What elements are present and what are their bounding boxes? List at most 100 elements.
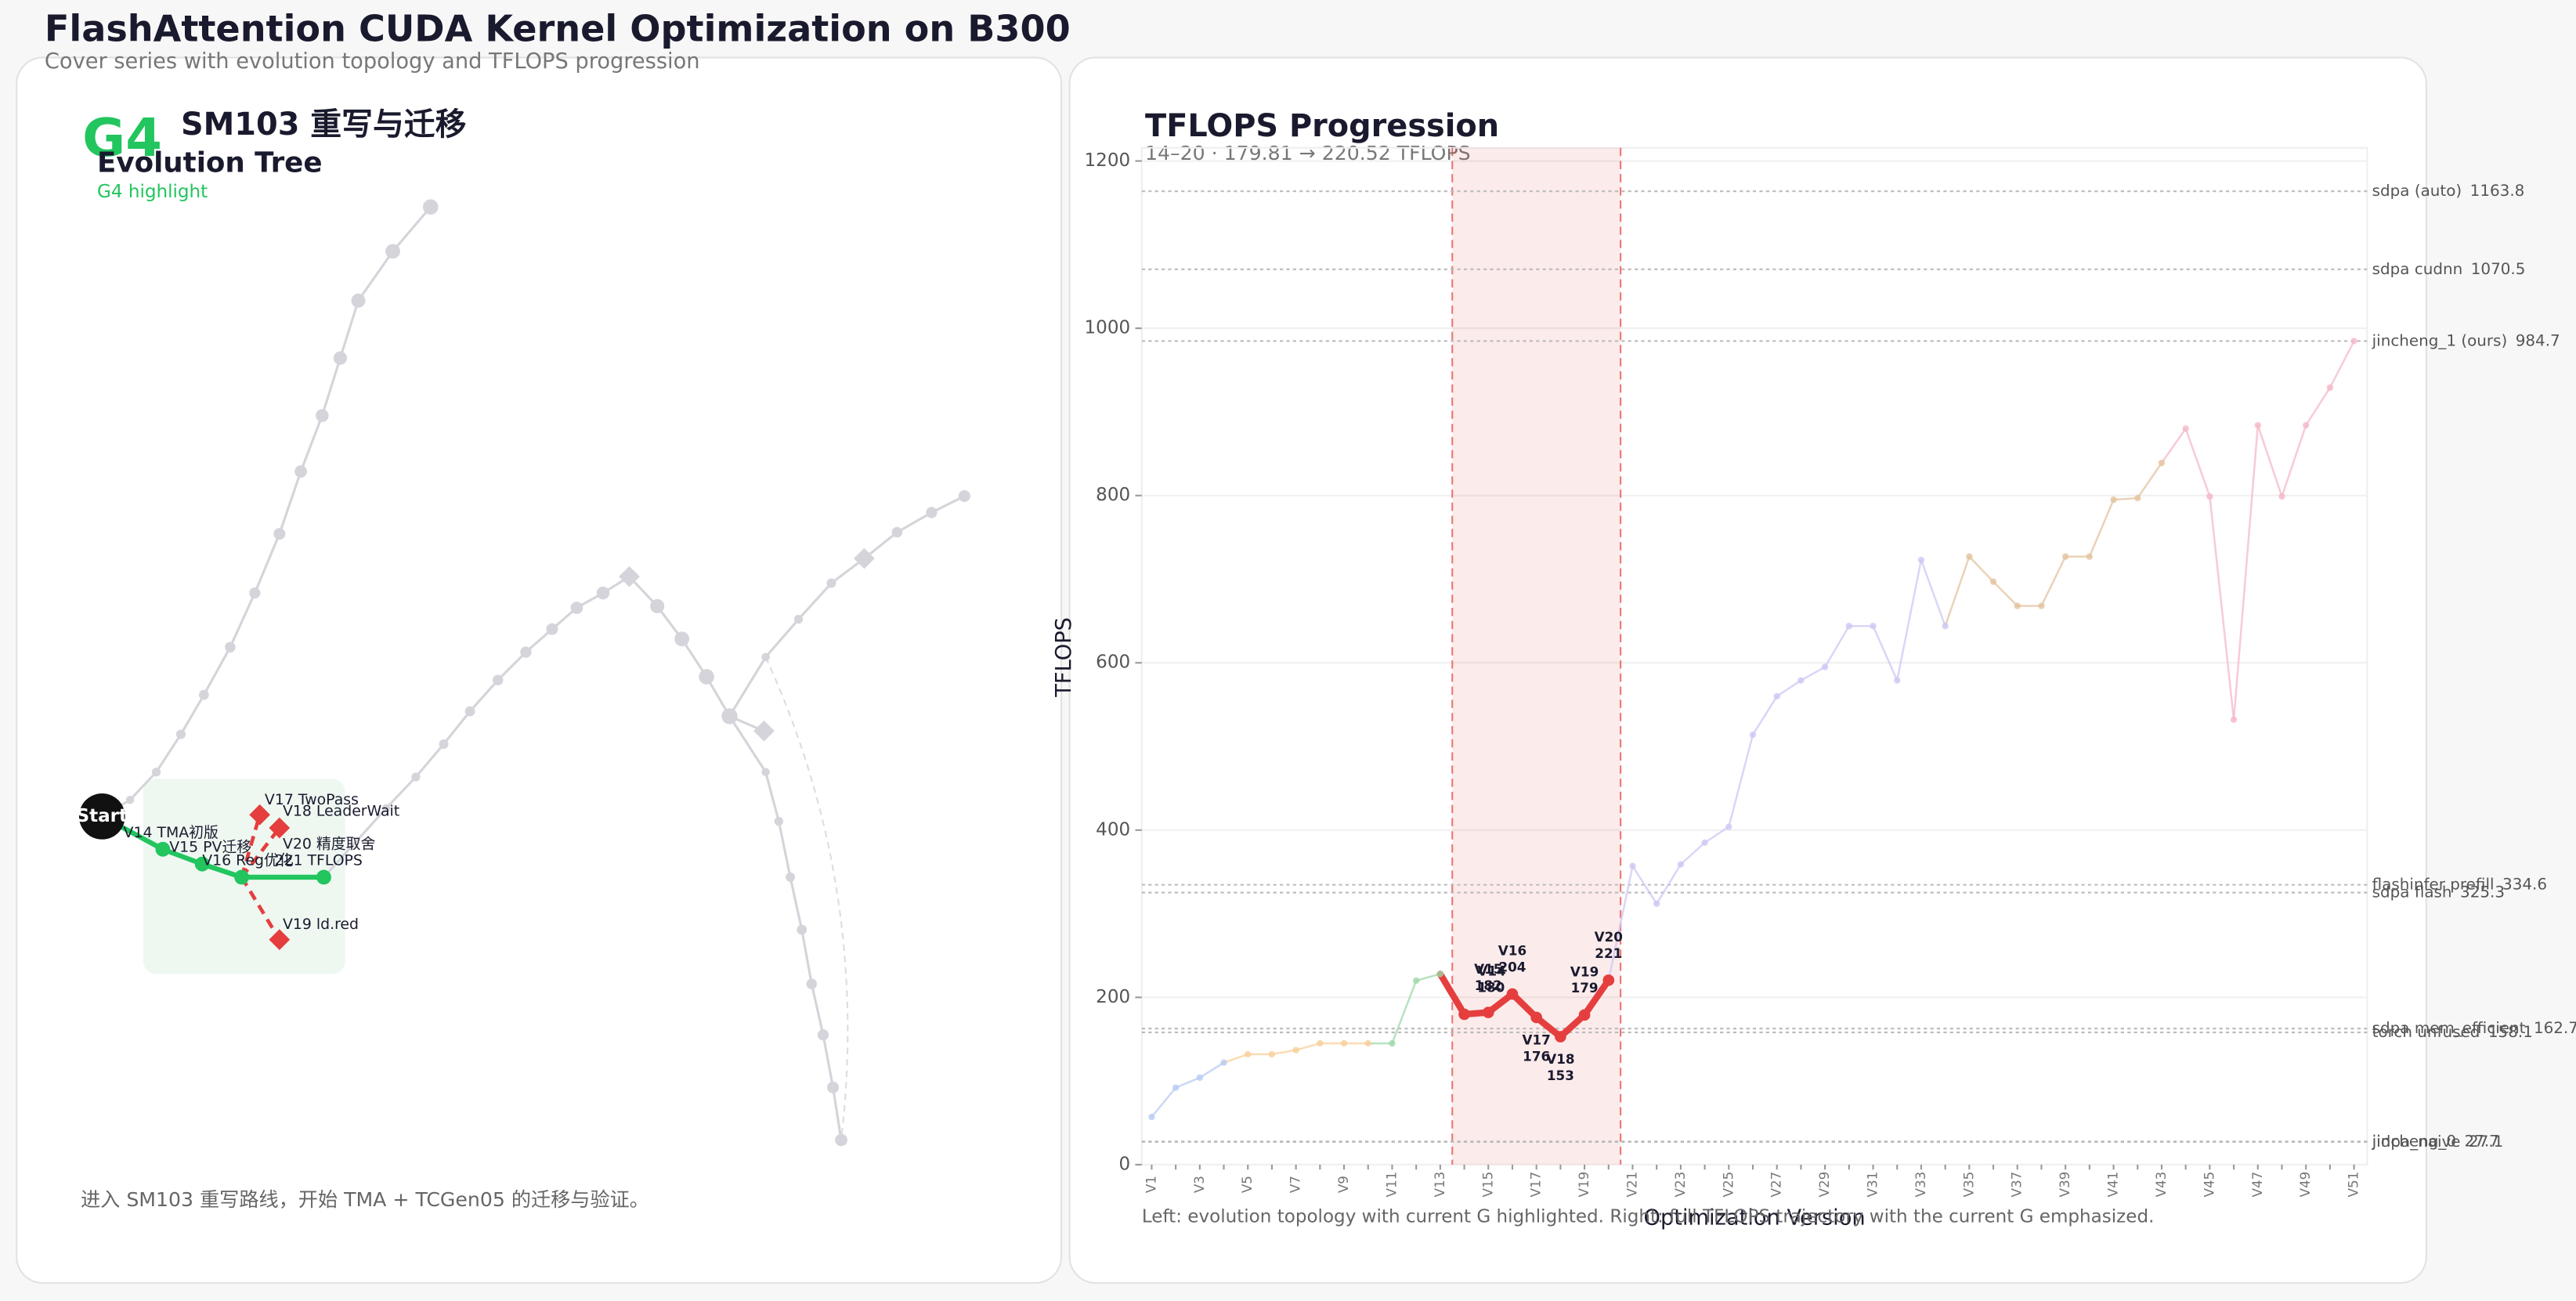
tree-node [570, 602, 583, 614]
line-segment [1679, 841, 1706, 866]
tree-node [351, 293, 366, 308]
y-tick-label: 400 [1096, 819, 1130, 840]
data-point [2230, 716, 2238, 724]
reference-name: jincheng_0 [2372, 1132, 2456, 1150]
data-point [1989, 578, 1997, 585]
x-tick-label: V29 [1816, 1172, 1832, 1198]
x-tick-label: V47 [2249, 1172, 2265, 1198]
reference-value: 158.1 [2488, 1023, 2533, 1041]
data-point [1220, 1059, 1227, 1066]
x-tick-label: V3 [1191, 1176, 1207, 1193]
reference-value: 1070.5 [2471, 259, 2526, 277]
tree-node [198, 689, 209, 700]
failed-path [240, 876, 281, 941]
chart-title: TFLOPS Progression [1145, 108, 1499, 144]
line-segment [2184, 427, 2211, 497]
tree-node [316, 409, 329, 422]
line-segment [1968, 555, 1995, 583]
line-segment [1776, 679, 1802, 698]
point-name: V15 [1474, 961, 1502, 977]
x-tick-label: V15 [1479, 1172, 1495, 1198]
failed-path [240, 814, 262, 878]
reference-value: 1163.8 [2470, 182, 2525, 200]
x-tick-label: V9 [1335, 1176, 1351, 1193]
data-point [1653, 900, 1660, 907]
y-tick-label: 0 [1118, 1154, 1130, 1174]
x-tick-label: V41 [2105, 1172, 2121, 1198]
reference-name: jidpa_naive [2372, 1132, 2461, 1150]
y-tick-label: 800 [1096, 485, 1130, 505]
data-point [1555, 1031, 1566, 1043]
value-label: 180 [1477, 979, 1505, 995]
line-segment [1703, 826, 1730, 844]
x-tick-label: V33 [1913, 1172, 1928, 1198]
x-axis-label: Optimization Version [1644, 1206, 1866, 1231]
x-tick-label: V45 [2201, 1172, 2217, 1198]
left-panel [16, 56, 1063, 1284]
reference-label: jidpa_naive 27.1 [2372, 1132, 2504, 1150]
line-segment [1581, 977, 1612, 1018]
tree-node [674, 631, 690, 647]
x-tick-label: V31 [1865, 1172, 1881, 1198]
data-point [1482, 1006, 1494, 1018]
x-tick-label: V37 [2009, 1172, 2025, 1198]
start-node [78, 793, 125, 840]
data-point [2014, 602, 2021, 609]
data-point [1196, 1074, 1204, 1082]
tree-node [650, 598, 665, 613]
line-segment [2088, 498, 2115, 558]
data-point [2182, 425, 2189, 432]
x-tick-label: V21 [1624, 1172, 1639, 1198]
tree-node [411, 772, 421, 782]
node-label: V19 ld.red [283, 916, 359, 933]
data-point [1677, 861, 1685, 868]
tree-node [786, 872, 796, 882]
tree-node [827, 1081, 840, 1093]
y-axis-label: TFLOPS [1052, 617, 1076, 698]
point-name: V18 [1546, 1051, 1574, 1067]
tree-node [439, 739, 449, 750]
tree-node [294, 465, 307, 478]
x-tick-label: V49 [2297, 1172, 2313, 1198]
tree-node [797, 924, 807, 935]
g-node [155, 841, 171, 857]
tree-node [891, 526, 903, 538]
point-name: V20 [1595, 929, 1623, 945]
data-point [1578, 1009, 1591, 1021]
tree-node [619, 566, 640, 587]
g-node [234, 869, 250, 885]
group-heading: SM103 重写与迁移 [181, 107, 466, 143]
reference-label: flashinfer prefill 334.6 [2372, 875, 2547, 893]
y-tick-label: 200 [1096, 987, 1130, 1007]
value-label: 153 [1547, 1068, 1574, 1083]
reference-label: jincheng_0 27.7 [2372, 1132, 2499, 1150]
tree-node [761, 768, 770, 776]
x-tick-label: V25 [1720, 1172, 1736, 1198]
data-point [1148, 1113, 1155, 1121]
reference-name: flashinfer prefill [2372, 875, 2495, 893]
line-segment [1751, 695, 1778, 736]
data-point [1172, 1084, 1180, 1091]
data-point [1870, 623, 1877, 630]
data-point [1701, 839, 1708, 847]
data-point [2061, 553, 2069, 560]
g-node [194, 856, 210, 872]
reference-value: 27.1 [2469, 1132, 2503, 1150]
node-label: V20 精度取舍 [283, 835, 375, 852]
tree-node [793, 615, 804, 624]
line-segment [1895, 558, 1923, 681]
node-label: Start [77, 806, 128, 826]
y-tick-label: 1000 [1085, 318, 1131, 338]
reference-label: torch unfused 158.1 [2372, 1023, 2533, 1041]
line-segment [1728, 733, 1754, 828]
data-point [1629, 862, 1636, 869]
tree-node [596, 586, 610, 600]
data-point [1292, 1046, 1299, 1053]
data-point [1412, 977, 1420, 985]
data-point [2086, 553, 2094, 560]
y-tick-label: 1200 [1085, 150, 1131, 171]
data-point [2134, 494, 2141, 502]
data-point [1749, 731, 1757, 739]
data-point [1317, 1039, 1324, 1047]
chart-caption: Left: evolution topology with current G … [1142, 1207, 2155, 1227]
